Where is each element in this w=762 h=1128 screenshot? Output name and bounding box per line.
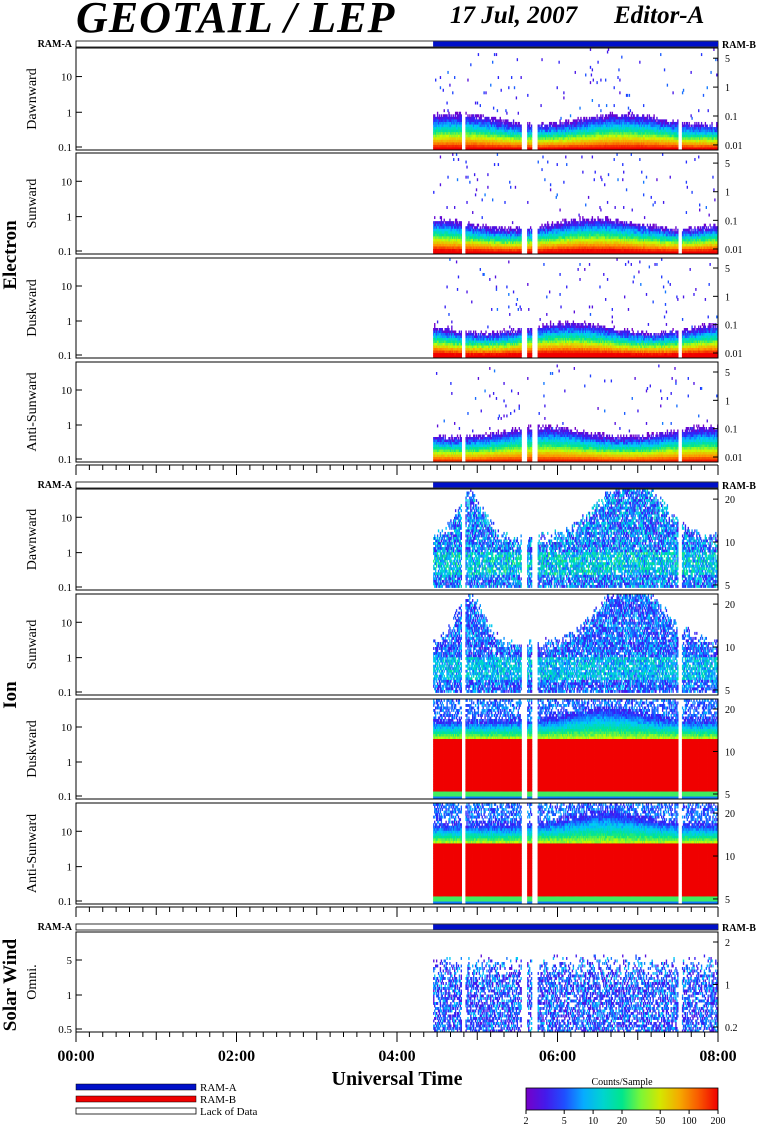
heatmap-cell xyxy=(477,102,478,105)
heatmap-cell xyxy=(440,86,441,89)
heatmap-cell xyxy=(476,117,477,120)
ram-a-segment xyxy=(433,42,718,47)
heatmap-cell xyxy=(447,109,448,112)
heatmap-cell xyxy=(467,114,468,117)
heatmap-cell xyxy=(461,125,462,128)
heatmap-cell xyxy=(473,114,474,117)
panel-electron-dawnward: 1010.1510.10.01Dawnward xyxy=(25,48,743,154)
heatmap-cell xyxy=(481,114,482,117)
heatmap-cell xyxy=(460,112,461,115)
heatmap-cell xyxy=(461,145,462,148)
heatmap-cell xyxy=(452,91,453,94)
heatmap-cell xyxy=(461,142,462,145)
heatmap-cell xyxy=(461,117,462,120)
heatmap-cell xyxy=(449,114,450,117)
heatmap-cell xyxy=(465,112,466,115)
heatmap-cell xyxy=(449,84,450,87)
heatmap-cell xyxy=(439,114,440,117)
heatmap-cell xyxy=(461,127,462,130)
heatmap-cell xyxy=(444,109,445,112)
heatmap-cell xyxy=(461,135,462,138)
heatmap-cell xyxy=(481,117,482,120)
spectrogram-chart: RAM-A RAM-B1010.1510.10.01Dawnward1010.15… xyxy=(0,0,762,1128)
heatmap-cell xyxy=(461,132,462,135)
heatmap-cell xyxy=(469,114,470,117)
heatmap-cell xyxy=(451,114,452,117)
heatmap-cell xyxy=(437,114,438,117)
heatmap-cell xyxy=(453,114,454,117)
heatmap-cell xyxy=(461,122,462,125)
heatmap-cell xyxy=(440,76,441,79)
heatmap-cell xyxy=(461,114,462,117)
heatmap-cell xyxy=(461,119,462,122)
heatmap-cell xyxy=(461,140,462,143)
heatmap-cell xyxy=(441,114,442,117)
heatmap-cell xyxy=(454,76,455,79)
heatmap-cell xyxy=(470,63,471,66)
heatmap-cell xyxy=(434,114,435,117)
heatmap-cell xyxy=(475,102,476,105)
heatmap-cell xyxy=(474,117,475,120)
heatmap-cell xyxy=(478,114,479,117)
heatmap-cell xyxy=(446,102,447,105)
heatmap-cell xyxy=(455,114,456,117)
heatmap-cell xyxy=(478,53,479,56)
heatmap-cell xyxy=(461,130,462,133)
heatmap-cell xyxy=(448,112,449,115)
heatmap-cell xyxy=(480,104,481,107)
heatmap-cell xyxy=(446,114,447,117)
heatmap-cell xyxy=(443,89,444,92)
heatmap-cell xyxy=(435,79,436,82)
ram-b-label: RAM-B xyxy=(722,40,756,51)
heatmap-cell xyxy=(457,112,458,115)
heatmap-cell xyxy=(467,79,468,82)
heatmap-cell xyxy=(461,137,462,140)
heatmap-cell xyxy=(447,71,448,74)
ram-a-label: RAM-A xyxy=(38,39,73,50)
heatmap-cell xyxy=(437,112,438,115)
